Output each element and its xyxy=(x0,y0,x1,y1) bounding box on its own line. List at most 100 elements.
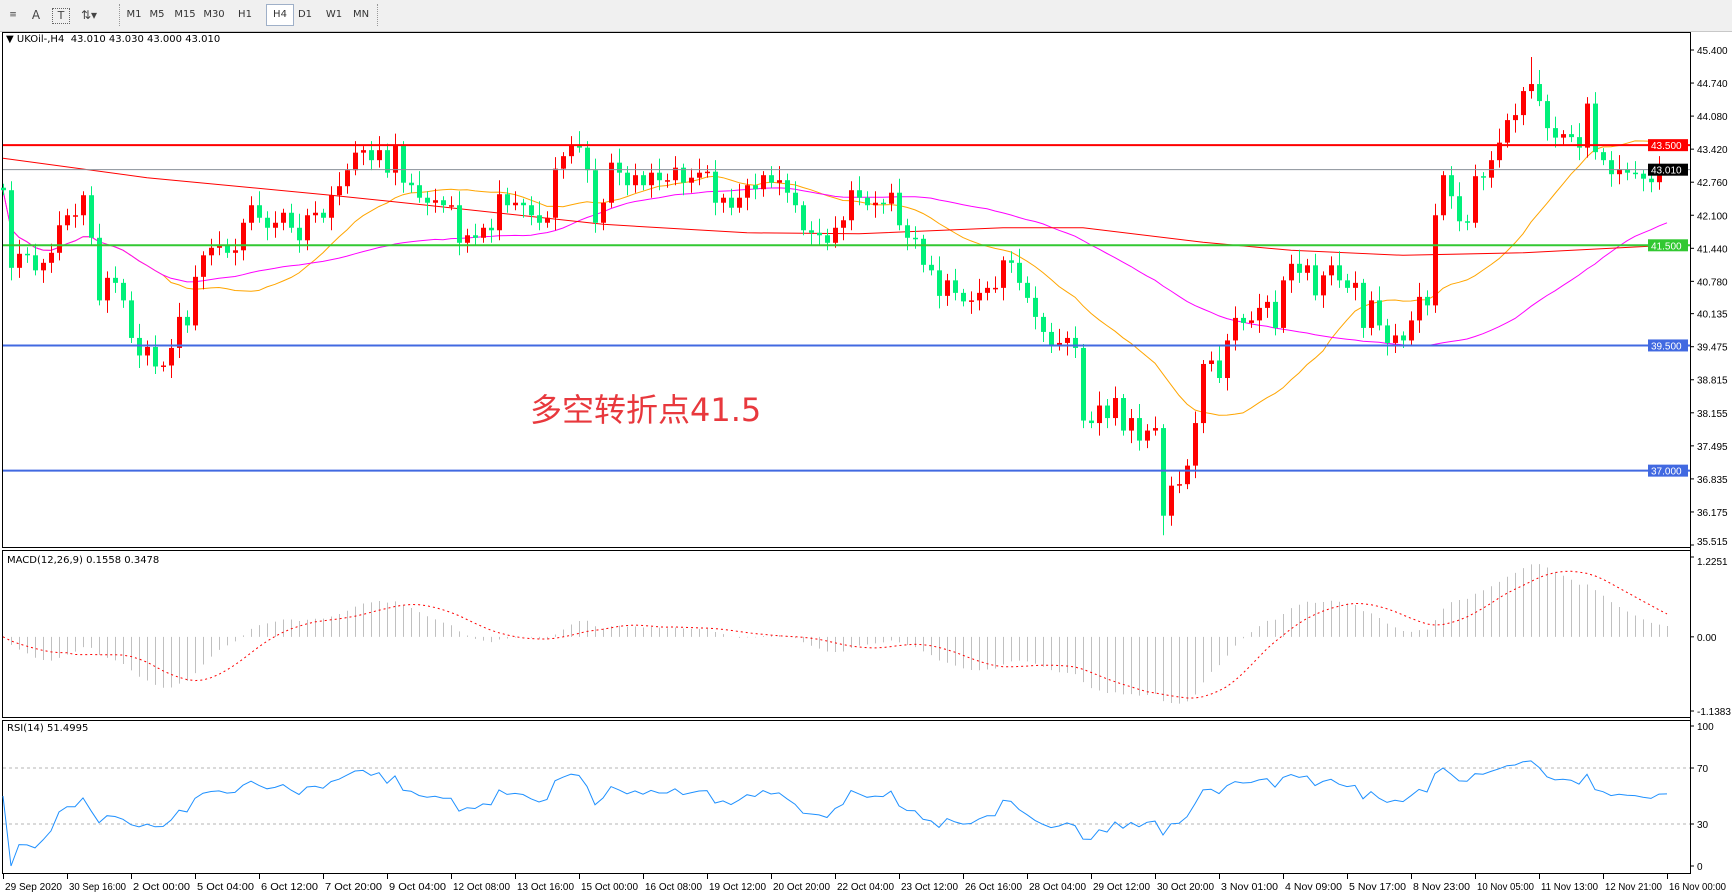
candle-body xyxy=(1593,103,1598,153)
candle-body xyxy=(241,222,246,251)
timeframe-w1[interactable]: W1 xyxy=(325,9,343,20)
candle-body xyxy=(1033,297,1038,317)
timeframe-m15[interactable]: M15 xyxy=(174,9,196,20)
time-tick-label: 5 Oct 04:00 xyxy=(197,882,254,893)
timeframe-mn[interactable]: MN xyxy=(352,9,370,20)
candle-body xyxy=(1273,301,1278,328)
periods-separator-icon[interactable]: ≡ xyxy=(9,10,17,20)
candle xyxy=(1273,290,1278,336)
time-tick-label: 9 Oct 04:00 xyxy=(389,882,446,893)
candle xyxy=(777,166,782,196)
candle xyxy=(1153,416,1158,436)
main-panel xyxy=(2,32,1691,548)
candle xyxy=(1585,97,1590,158)
candle-body xyxy=(1113,398,1118,419)
candle-body xyxy=(1617,169,1622,175)
macd-tick-label: 0.00 xyxy=(1697,633,1717,644)
candle-body xyxy=(1393,335,1398,343)
candle-body xyxy=(625,172,630,186)
candle-body xyxy=(649,172,654,186)
timeframe-d1[interactable]: D1 xyxy=(297,9,313,20)
toolbar-separator xyxy=(377,4,380,26)
candle xyxy=(241,218,246,261)
candle-body xyxy=(969,300,974,302)
candle-body xyxy=(1249,320,1254,323)
price-level-label: 41.500 xyxy=(1651,241,1682,252)
candle xyxy=(721,193,726,213)
price-tick-label: 41.440 xyxy=(1697,244,1728,255)
candle-body xyxy=(1241,317,1246,323)
candle xyxy=(1145,424,1150,449)
candle xyxy=(1305,258,1310,281)
candle xyxy=(9,181,14,281)
candle xyxy=(1049,322,1054,353)
candle xyxy=(1177,470,1182,494)
collapse-triangle-icon[interactable]: ▼ xyxy=(6,34,14,45)
candle-body xyxy=(1017,262,1022,283)
candle-body xyxy=(33,255,38,271)
candle xyxy=(1185,459,1190,490)
candle-body xyxy=(177,316,182,348)
candle xyxy=(825,228,830,251)
time-tick-label: 12 Oct 08:00 xyxy=(453,882,510,893)
candle-body xyxy=(393,145,398,173)
text-icon[interactable]: A xyxy=(31,8,41,22)
candle xyxy=(345,163,350,194)
candle xyxy=(569,136,574,164)
timeframe-h4[interactable]: H4 xyxy=(266,4,294,26)
candle-body xyxy=(825,235,830,243)
candle xyxy=(537,201,542,231)
text-label-icon[interactable]: T xyxy=(52,8,70,24)
candle xyxy=(1561,130,1566,146)
candle-body xyxy=(1649,178,1654,183)
moving-average-line xyxy=(2,187,1668,347)
candle xyxy=(953,268,958,301)
timeframe-m1[interactable]: M1 xyxy=(126,9,142,20)
candle xyxy=(1201,359,1206,434)
arrows-icon[interactable]: ⇅▾ xyxy=(80,8,98,22)
price-tick-label: 42.760 xyxy=(1697,178,1728,189)
candle-body xyxy=(857,190,862,198)
candle-body xyxy=(513,202,518,206)
candle-body xyxy=(273,222,278,228)
candle xyxy=(337,172,342,206)
timeframe-m30[interactable]: M30 xyxy=(203,9,225,20)
candle-body xyxy=(1089,420,1094,424)
candle xyxy=(1521,87,1526,126)
candle-body xyxy=(1265,301,1270,308)
candle-body xyxy=(1121,398,1126,431)
candle xyxy=(1129,409,1134,444)
candle-body xyxy=(97,237,102,301)
timeframe-h1[interactable]: H1 xyxy=(238,9,252,20)
candle xyxy=(1257,293,1262,333)
candle-body xyxy=(993,287,998,290)
candle xyxy=(529,196,534,226)
candle xyxy=(889,183,894,212)
candle xyxy=(1225,333,1230,391)
candle-body xyxy=(1313,265,1318,296)
candle xyxy=(49,243,54,273)
candle xyxy=(513,191,518,211)
candle xyxy=(841,216,846,241)
chart-annotation-text[interactable]: 多空转折点41.5 xyxy=(530,391,762,429)
candle-body xyxy=(1601,152,1606,161)
candle xyxy=(809,221,814,246)
price-axis: 45.400 44.740 44.080 43.420 42.760 42.100 41.4… xyxy=(1648,46,1728,548)
candle-body xyxy=(697,172,702,178)
candle-body xyxy=(1209,360,1214,364)
candle-body xyxy=(169,347,174,366)
candle xyxy=(33,243,38,276)
price-tick-label: 36.835 xyxy=(1697,475,1728,486)
candle-body xyxy=(681,167,686,183)
candle xyxy=(201,251,206,290)
candle-body xyxy=(201,255,206,277)
candle xyxy=(401,141,406,193)
candle-body xyxy=(25,253,30,256)
timeframe-m5[interactable]: M5 xyxy=(149,9,165,20)
candle xyxy=(1369,291,1374,336)
candle xyxy=(65,208,70,231)
candle xyxy=(1545,94,1550,141)
candle-body xyxy=(377,150,382,161)
candle-body xyxy=(1001,260,1006,288)
